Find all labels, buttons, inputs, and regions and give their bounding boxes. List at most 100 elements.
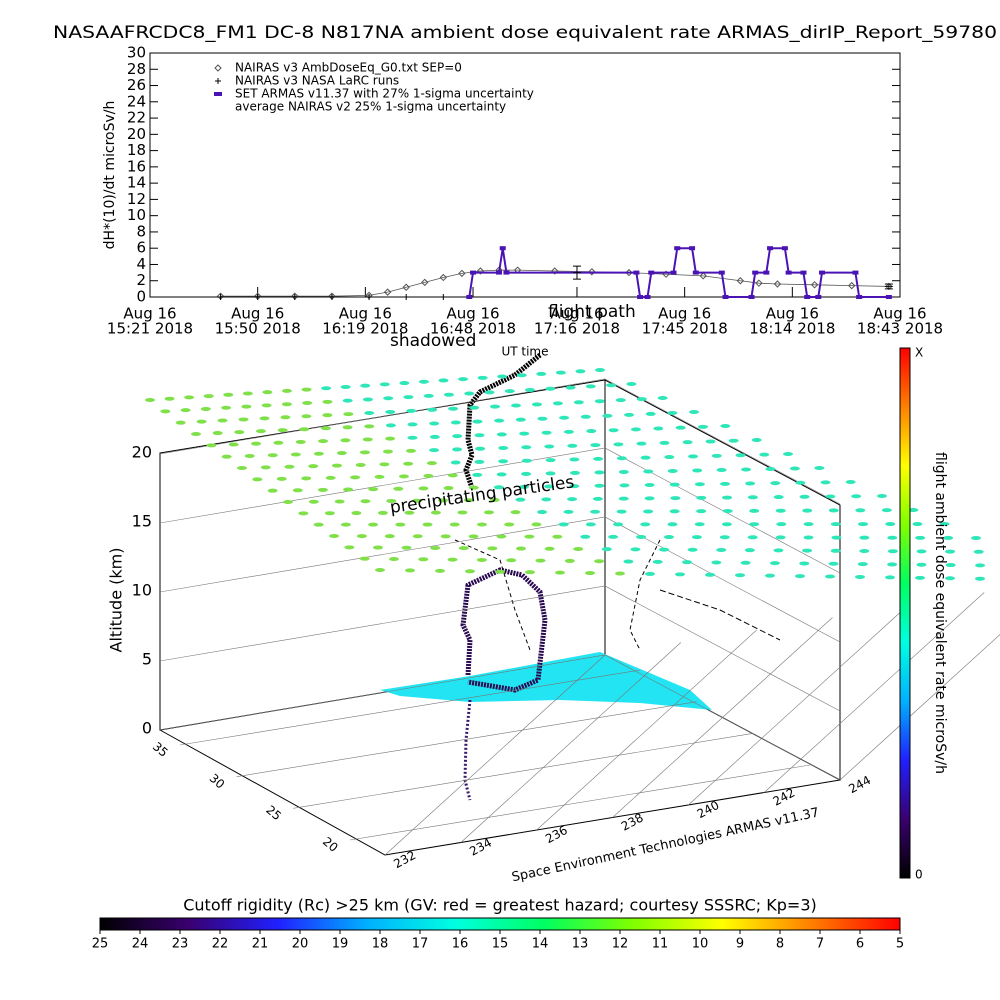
marker (421, 278, 429, 287)
particle-mark (595, 368, 605, 372)
particle-mark (475, 446, 486, 451)
marker (291, 294, 298, 300)
colorbar-tick-label: 21 (252, 937, 269, 952)
particle-mark (469, 405, 480, 410)
colorbar-tick-label: 14 (532, 937, 549, 952)
particle-mark (565, 385, 576, 390)
particle-mark (450, 460, 461, 465)
particle-mark (887, 549, 898, 554)
particle-mark (659, 547, 670, 552)
particle-mark (773, 495, 784, 500)
particle-mark (504, 389, 515, 394)
particle-mark (283, 500, 293, 504)
particle-mark (336, 451, 347, 456)
marker (644, 295, 651, 299)
particle-mark (564, 558, 575, 563)
particle-mark (789, 466, 800, 471)
particle-mark (160, 409, 171, 414)
marker (588, 268, 596, 276)
particle-mark (429, 448, 440, 453)
y-tick-label: 20 (320, 834, 341, 855)
particle-mark (667, 468, 678, 473)
particle-mark (203, 394, 214, 399)
grid-line (159, 447, 841, 574)
particle-mark (450, 420, 461, 425)
flight-path-bottom (460, 567, 548, 693)
particle-mark (575, 369, 586, 374)
particle-mark (624, 412, 635, 417)
particle-mark (592, 496, 603, 501)
marker (476, 267, 485, 275)
particle-mark (618, 469, 629, 474)
marker (254, 294, 261, 300)
particle-mark (971, 536, 981, 540)
particle-mark (585, 522, 596, 527)
particle-mark (320, 426, 331, 431)
colorbar-tick-label: 24 (132, 937, 149, 952)
x-tick-label: 17:45 2018 (642, 320, 728, 338)
x-tick-label: 16:19 2018 (322, 320, 408, 338)
particle-mark (443, 392, 454, 397)
particle-mark (340, 438, 351, 443)
particle-mark (594, 483, 605, 488)
particle-mark (238, 417, 249, 422)
particle-mark (626, 382, 637, 386)
x-tick-label: Aug 16 (339, 305, 392, 323)
particle-mark (719, 535, 730, 540)
y-tick-label: 35 (150, 739, 171, 760)
marker (810, 281, 819, 289)
particle-mark (749, 508, 760, 513)
particle-mark (398, 474, 409, 479)
legend-label: NAIRAS v3 AmbDoseEq_G0.txt SEP=0 (235, 61, 462, 75)
particle-mark (943, 535, 954, 540)
particle-mark (449, 522, 460, 527)
particle-mark (494, 418, 505, 423)
colorbar-tick-label: 5 (896, 937, 904, 952)
particle-mark (510, 403, 521, 408)
particle-mark (857, 562, 868, 567)
particle-mark (318, 439, 329, 444)
particle-mark (496, 432, 507, 437)
x-tick-label: 242 (771, 786, 798, 809)
x-tick-label: 238 (619, 811, 646, 834)
particle-mark (244, 453, 255, 458)
particle-mark (395, 522, 406, 527)
particle-mark (458, 546, 469, 551)
particle-mark (799, 494, 810, 499)
particle-mark (594, 470, 605, 475)
particle-mark (615, 398, 626, 403)
particle-mark (423, 473, 434, 478)
marker (885, 282, 893, 291)
particle-mark (237, 466, 247, 470)
particle-mark (458, 377, 469, 382)
particle-mark (490, 404, 501, 409)
particle-mark (688, 454, 699, 459)
series-line (468, 247, 889, 298)
shadow-wall (454, 539, 531, 651)
y-tick-label: 28 (127, 60, 146, 78)
particle-mark (675, 572, 685, 577)
marker (804, 295, 811, 299)
particle-mark (613, 522, 624, 527)
plot-frame (149, 52, 901, 298)
colorbar-tick-label: 18 (372, 937, 389, 952)
particle-mark (329, 534, 339, 538)
particle-mark (825, 574, 835, 579)
colorbar-tick-label: 6 (856, 937, 864, 952)
marker (217, 294, 224, 300)
particle-mark (463, 498, 474, 503)
particle-mark (281, 402, 292, 407)
credit: Space Environment Technologies ARMAS v11… (510, 805, 820, 885)
colorbar-tick-label: 17 (412, 937, 429, 952)
particle-mark (497, 374, 508, 379)
particle-mark (615, 571, 625, 576)
particle-mark (616, 456, 627, 461)
particle-mark (261, 403, 272, 408)
particle-mark (885, 522, 896, 527)
particle-mark (653, 426, 664, 431)
shadow-right-wall (629, 539, 661, 651)
particle-mark (775, 508, 786, 513)
particle-mark (407, 435, 418, 440)
y-tick-label: 26 (127, 76, 146, 94)
particle-mark (567, 497, 578, 502)
